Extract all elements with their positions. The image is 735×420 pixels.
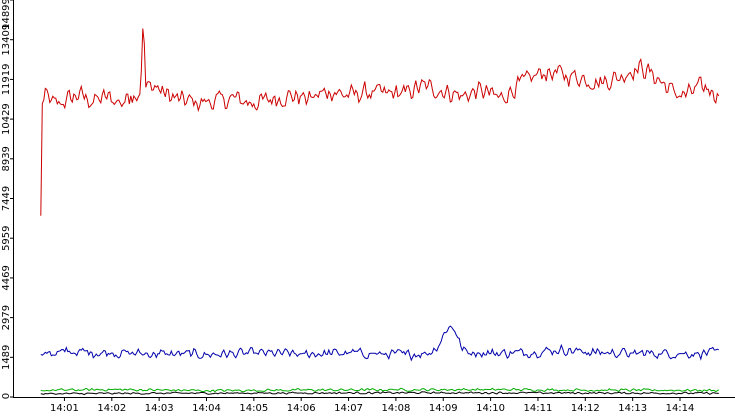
y-tick-label: 5959 (1, 225, 12, 250)
y-tick-label: 13409 (1, 24, 12, 56)
series-line-2 (40, 325, 719, 362)
x-tick-label: 14:14 (666, 403, 695, 414)
y-tick-label: 8939 (1, 146, 12, 171)
series-line-4 (40, 391, 719, 396)
series-line-3 (40, 387, 720, 393)
x-tick-label: 14:06 (287, 403, 316, 414)
x-tick-label: 14:13 (618, 403, 647, 414)
y-axis-ticks: 0 1489 2979 4469 5959 7449 8939 10429 11919 13409… (1, 0, 14, 399)
x-tick-label: 14:01 (50, 403, 79, 414)
y-tick-label: 7449 (1, 186, 12, 211)
y-tick-label: 11919 (1, 63, 12, 95)
y-tick-label: 2979 (1, 305, 12, 330)
series-layer (40, 28, 720, 396)
x-axis-ticks: 14:01 14:02 14:03 14:04 14:05 14:06 14:07 14:08… (50, 397, 694, 414)
series-line-1 (40, 28, 720, 216)
x-tick-label: 14:09 (429, 403, 458, 414)
x-tick-label: 14:02 (97, 403, 126, 414)
y-tick-label: 1489 (1, 345, 12, 370)
x-tick-label: 14:05 (239, 403, 268, 414)
y-tick-label: 14899 (1, 0, 12, 30)
y-tick-label: 4469 (1, 265, 12, 290)
x-tick-label: 14:10 (476, 403, 505, 414)
x-tick-label: 14:03 (145, 403, 174, 414)
x-tick-label: 14:11 (524, 403, 553, 414)
x-tick-label: 14:07 (334, 403, 363, 414)
y-tick-label: 10429 (1, 103, 12, 135)
x-tick-label: 14:08 (381, 403, 410, 414)
x-tick-label: 14:04 (192, 403, 221, 414)
y-tick-label: 0 (1, 393, 12, 399)
x-tick-label: 14:12 (571, 403, 600, 414)
